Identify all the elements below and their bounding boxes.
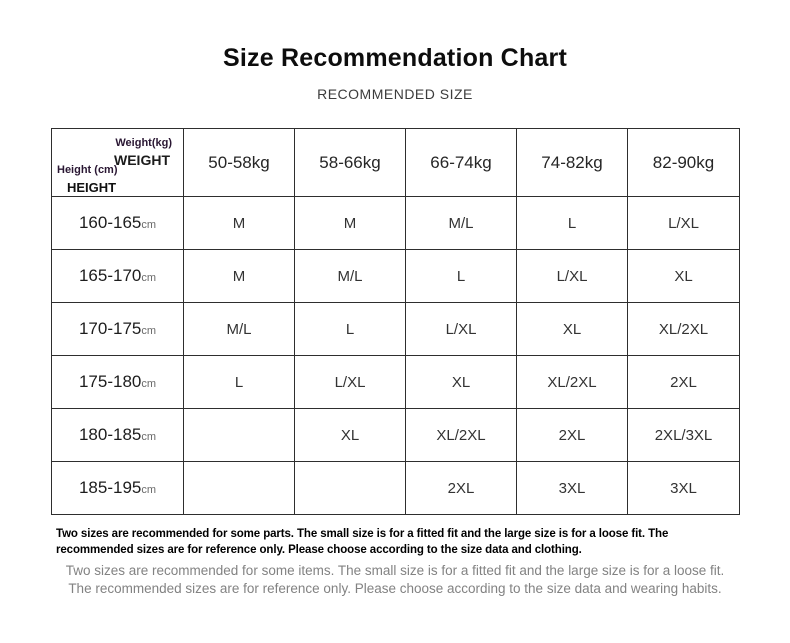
- size-recommendation-table: Weight(kg) WEIGHT Height (cm) HEIGHT 50-…: [51, 128, 740, 515]
- size-cell: XL: [627, 249, 740, 303]
- size-cell: L/XL: [627, 196, 740, 250]
- size-cell: XL: [405, 355, 517, 409]
- size-cell: M: [183, 249, 295, 303]
- height-unit: cm: [141, 378, 157, 390]
- size-cell: L: [516, 196, 628, 250]
- size-cell: 2XL: [627, 355, 740, 409]
- size-cell: L: [294, 302, 406, 356]
- weight-column-header: 74-82kg: [516, 128, 628, 197]
- height-row-header: 175-180cm: [51, 355, 184, 409]
- size-cell: [183, 461, 295, 515]
- size-cell: M: [183, 196, 295, 250]
- size-cell: [294, 461, 406, 515]
- table-row: 185-195cm 2XL 3XL 3XL: [51, 461, 740, 515]
- height-range: 160-165: [78, 213, 142, 232]
- size-cell: 3XL: [516, 461, 628, 515]
- height-row-header: 185-195cm: [51, 461, 184, 515]
- size-cell: XL: [516, 302, 628, 356]
- size-cell: M/L: [405, 196, 517, 250]
- page-title: Size Recommendation Chart: [223, 44, 567, 72]
- height-axis-label: HEIGHT: [67, 180, 117, 195]
- height-unit: cm: [141, 431, 157, 443]
- table-row: 160-165cm M M M/L L L/XL: [51, 196, 740, 250]
- table-row: 180-185cm XL XL/2XL 2XL 2XL/3XL: [51, 408, 740, 462]
- size-cell: XL/2XL: [627, 302, 740, 356]
- size-cell: 3XL: [627, 461, 740, 515]
- table-row: 165-170cm M M/L L L/XL XL: [51, 249, 740, 303]
- height-range: 175-180: [78, 372, 142, 391]
- height-unit: cm: [141, 272, 157, 284]
- footnote-bold: Two sizes are recommended for some parts…: [56, 528, 669, 556]
- size-cell: 2XL/3XL: [627, 408, 740, 462]
- size-cell: M: [294, 196, 406, 250]
- height-range: 180-185: [78, 425, 142, 444]
- size-cell: M/L: [183, 302, 295, 356]
- height-row-header: 165-170cm: [51, 249, 184, 303]
- height-cm-label: Height (cm): [57, 164, 118, 176]
- height-unit: cm: [141, 484, 157, 496]
- height-row-header: 170-175cm: [51, 302, 184, 356]
- weight-column-header: 50-58kg: [183, 128, 295, 197]
- size-cell: XL/2XL: [405, 408, 517, 462]
- size-cell: [183, 408, 295, 462]
- size-cell: M/L: [294, 249, 406, 303]
- footnote-gray: Two sizes are recommended for some items…: [0, 562, 790, 598]
- size-cell: 2XL: [405, 461, 517, 515]
- size-cell: 2XL: [516, 408, 628, 462]
- corner-axis-cell: Weight(kg) WEIGHT Height (cm) HEIGHT: [51, 128, 184, 197]
- weight-axis-label: WEIGHT: [114, 152, 170, 168]
- weight-kg-label: Weight(kg): [115, 137, 172, 149]
- page-subtitle: RECOMMENDED SIZE: [317, 86, 473, 102]
- footnote-gray-line2: The recommended sizes are for reference …: [68, 581, 722, 596]
- table-row: 170-175cm M/L L L/XL XL XL/2XL: [51, 302, 740, 356]
- height-range: 170-175: [78, 319, 142, 338]
- height-unit: cm: [141, 219, 157, 231]
- size-cell: L/XL: [294, 355, 406, 409]
- table-row: 175-180cm L L/XL XL XL/2XL 2XL: [51, 355, 740, 409]
- size-cell: XL/2XL: [516, 355, 628, 409]
- weight-column-header: 66-74kg: [405, 128, 517, 197]
- size-cell: XL: [294, 408, 406, 462]
- size-cell: L: [405, 249, 517, 303]
- footnote-gray-line1: Two sizes are recommended for some items…: [65, 563, 725, 578]
- size-cell: L: [183, 355, 295, 409]
- height-unit: cm: [141, 325, 157, 337]
- height-row-header: 180-185cm: [51, 408, 184, 462]
- height-range: 185-195: [78, 478, 142, 497]
- table-header-row: Weight(kg) WEIGHT Height (cm) HEIGHT 50-…: [51, 128, 740, 197]
- height-range: 165-170: [78, 266, 142, 285]
- weight-column-header: 58-66kg: [294, 128, 406, 197]
- weight-column-header: 82-90kg: [627, 128, 740, 197]
- size-cell: L/XL: [516, 249, 628, 303]
- size-cell: L/XL: [405, 302, 517, 356]
- height-row-header: 160-165cm: [51, 196, 184, 250]
